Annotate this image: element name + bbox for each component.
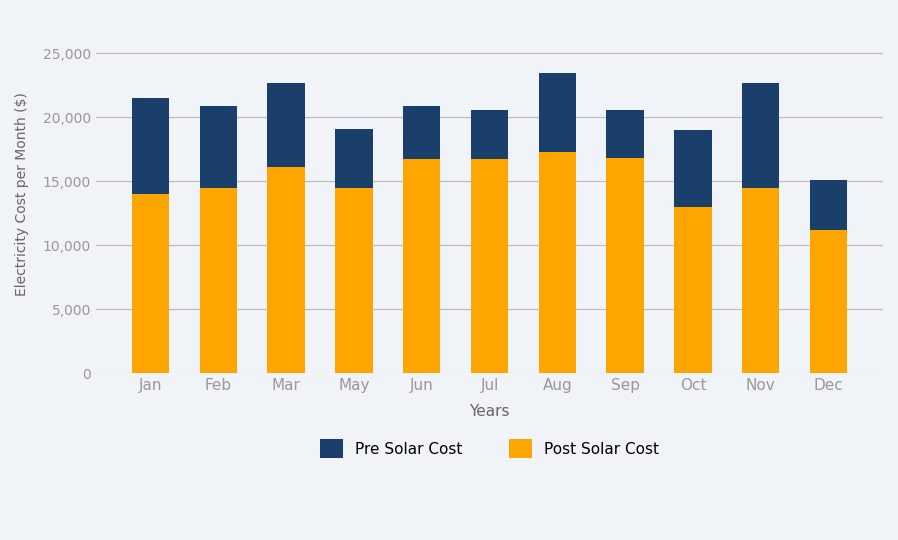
Bar xyxy=(268,167,304,373)
Bar xyxy=(403,159,440,373)
Bar xyxy=(335,129,373,187)
Bar xyxy=(132,98,169,194)
Bar xyxy=(268,83,304,167)
Bar xyxy=(810,230,847,373)
Bar xyxy=(810,180,847,230)
Bar xyxy=(742,83,779,187)
Bar xyxy=(606,158,644,373)
Bar xyxy=(674,207,711,373)
Bar xyxy=(199,106,237,187)
Bar xyxy=(539,152,576,373)
X-axis label: Years: Years xyxy=(470,404,510,419)
Bar xyxy=(674,130,711,207)
Bar xyxy=(606,110,644,158)
Bar xyxy=(742,187,779,373)
Legend: Pre Solar Cost, Post Solar Cost: Pre Solar Cost, Post Solar Cost xyxy=(313,431,666,465)
Bar xyxy=(335,187,373,373)
Bar xyxy=(403,106,440,159)
Bar xyxy=(199,187,237,373)
Bar xyxy=(471,110,508,159)
Y-axis label: Electricity Cost per Month ($): Electricity Cost per Month ($) xyxy=(15,92,29,296)
Bar xyxy=(539,72,576,152)
Bar xyxy=(132,194,169,373)
Bar xyxy=(471,159,508,373)
